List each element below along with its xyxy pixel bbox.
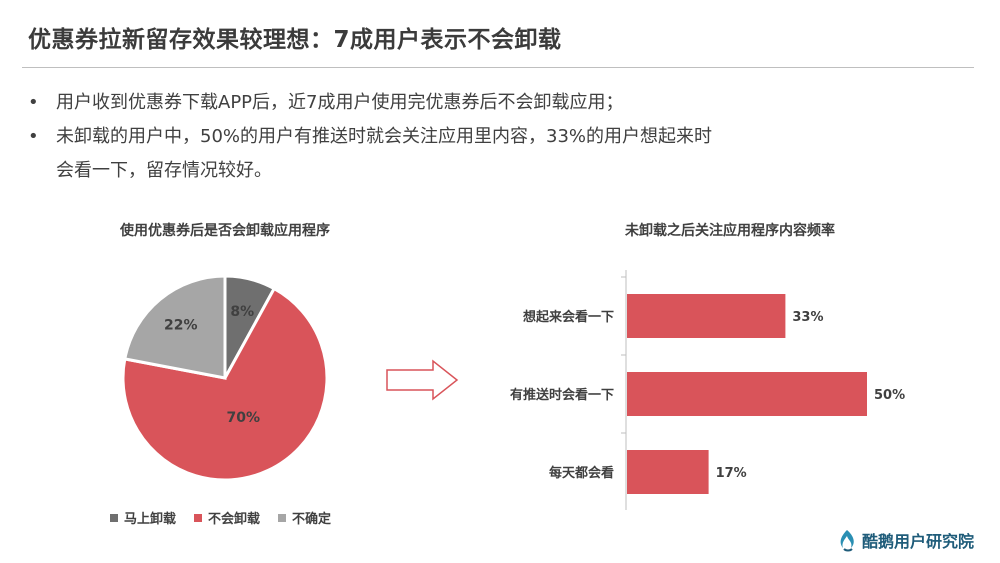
bullet-item: • 用户收到优惠券下载APP后，近7成用户使用完优惠券后不会卸载应用；: [28, 86, 972, 120]
bullet-text: 会看一下，留存情况较好。: [56, 160, 272, 181]
page-title: 优惠券拉新留存效果较理想：7成用户表示不会卸载: [28, 27, 562, 53]
bar-chart-title: 未卸载之后关注应用程序内容频率: [625, 223, 835, 239]
legend-item: 马上卸载: [110, 508, 176, 527]
logo-text: 酷鹅用户研究院: [862, 532, 975, 551]
right-arrow-icon: [386, 359, 459, 401]
bar-data-label: 33%: [792, 310, 823, 325]
legend-swatch: [278, 513, 287, 522]
bullet-text: 用户收到优惠券下载APP后，近7成用户使用完优惠券后不会卸载应用；: [56, 92, 624, 113]
bar-data-label: 50%: [874, 388, 905, 403]
bar-data-label: 17%: [716, 466, 747, 481]
bar: [627, 294, 786, 338]
flame-logo-icon: [840, 530, 854, 552]
pie-chart-title: 使用优惠券后是否会卸载应用程序: [120, 223, 330, 239]
category-label: 每天都会看: [549, 465, 614, 481]
legend-swatch: [110, 513, 118, 522]
legend-swatch: [194, 513, 203, 522]
bullet-dot: •: [28, 92, 39, 113]
pie-data-label: 8%: [230, 304, 254, 320]
pie-slice: [121, 286, 329, 482]
legend-label: 不会卸载: [208, 512, 261, 527]
pie-data-label: 22%: [164, 318, 198, 334]
bar: [627, 450, 709, 494]
bar: [627, 372, 867, 416]
bullet-dot: [28, 154, 56, 188]
legend-label: 不确定: [292, 512, 332, 527]
brand-logo: 酷鹅用户研究院: [836, 528, 974, 552]
bullet-list: • 用户收到优惠券下载APP后，近7成用户使用完优惠券后不会卸载应用； • 未卸…: [28, 86, 972, 188]
pie-legend: 马上卸载 不会卸载 不确定: [110, 508, 331, 527]
bullet-text: 未卸载的用户中，50%的用户有推送时就会关注应用里内容，33%的用户想起来时: [56, 126, 713, 147]
pie-data-label: 70%: [226, 410, 260, 426]
pie-chart: 8% 70% 22%: [121, 274, 329, 482]
legend-item: 不会卸载: [194, 508, 260, 527]
pie-slice: [123, 274, 227, 380]
category-label: 有推送时会看一下: [510, 387, 614, 403]
legend-label: 马上卸载: [124, 512, 177, 527]
bar-chart: 想起来会看一下 33% 有推送时会看一下 50% 每天都会看 17%: [510, 270, 905, 510]
bullet-dot: •: [28, 126, 39, 147]
bullet-item: • 未卸载的用户中，50%的用户有推送时就会关注应用里内容，33%的用户想起来时: [28, 120, 972, 154]
category-label: 想起来会看一下: [523, 309, 614, 325]
legend-item: 不确定: [278, 508, 331, 527]
bullet-item: 会看一下，留存情况较好。: [28, 154, 972, 188]
title-divider: [22, 67, 974, 68]
